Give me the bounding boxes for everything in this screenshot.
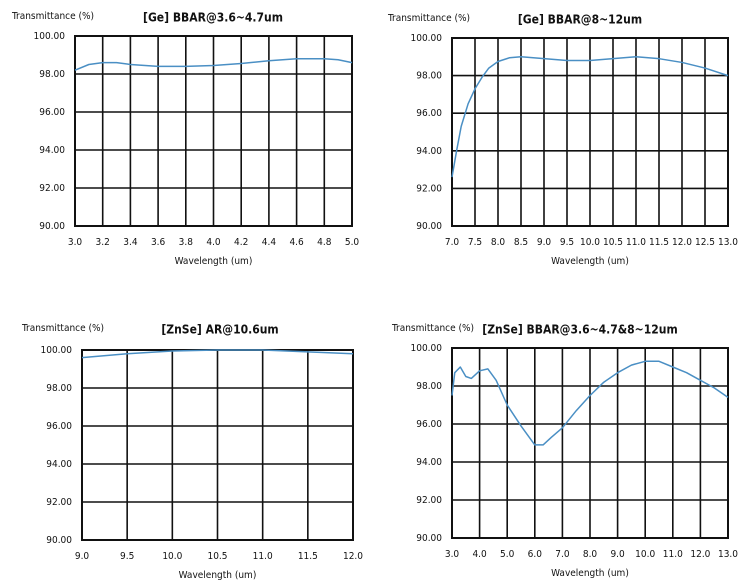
x-tick-label: 4.6 [289,237,304,248]
x-tick-label: 13.0 [718,549,738,560]
x-tick-label: 11.0 [663,549,683,560]
x-tick-label: 4.0 [472,549,487,560]
x-tick-label: 4.0 [206,237,221,248]
y-tick-label: 92.00 [416,495,442,506]
y-tick-label: 100.00 [411,343,443,354]
x-tick-label: 4.4 [262,237,277,248]
y-tick-label: 98.00 [416,381,442,392]
x-tick-label: 9.0 [537,237,552,248]
y-tick-label: 96.00 [46,421,72,432]
plot-frame [451,37,729,227]
y-tick-label: 100.00 [411,33,443,44]
y-axis-label: Transmittance (%) [391,323,474,334]
x-tick-label: 4.2 [234,237,248,248]
x-tick-label: 9.5 [560,237,574,248]
x-tick-label: 3.2 [96,237,110,248]
x-tick-label: 8.5 [514,237,528,248]
chart-title: [Ge] BBAR@3.6~4.7um [143,11,283,25]
plot-frame [451,347,729,539]
x-tick-label: 3.4 [123,237,138,248]
y-tick-label: 90.00 [416,533,442,544]
y-tick-label: 100.00 [34,31,66,42]
x-tick-label: 4.8 [317,237,332,248]
x-tick-label: 10.5 [603,237,623,248]
y-tick-label: 90.00 [39,221,65,232]
x-tick-label: 9.0 [610,549,625,560]
y-tick-label: 98.00 [416,71,442,82]
x-axis-label: Wavelength (um) [551,256,629,267]
chart-title: [ZnSe] AR@10.6um [161,323,278,337]
x-tick-label: 12.0 [690,549,710,560]
x-tick-label: 13.0 [718,237,738,248]
y-tick-label: 96.00 [416,108,442,119]
x-tick-label: 8.0 [491,237,506,248]
chart-title: [Ge] BBAR@8~12um [518,13,642,27]
x-tick-label: 7.0 [555,549,570,560]
y-tick-label: 98.00 [39,69,65,80]
x-tick-label: 10.0 [580,237,600,248]
y-axis-label: Transmittance (%) [21,323,104,334]
y-tick-label: 90.00 [416,221,442,232]
y-tick-label: 92.00 [416,183,442,194]
y-tick-label: 96.00 [416,419,442,430]
y-axis-label: Transmittance (%) [387,13,470,24]
x-axis-label: Wavelength (um) [551,568,629,579]
x-tick-label: 10.5 [207,551,227,562]
y-tick-label: 100.00 [41,345,73,356]
data-line [74,58,353,71]
x-tick-label: 7.0 [445,237,460,248]
y-tick-label: 90.00 [46,535,72,546]
x-tick-label: 11.5 [298,551,318,562]
x-tick-label: 10.0 [162,551,182,562]
data-line [451,360,729,446]
x-tick-label: 11.0 [626,237,646,248]
y-tick-label: 92.00 [46,497,72,508]
y-tick-label: 94.00 [46,459,72,470]
x-tick-label: 3.0 [445,549,460,560]
x-tick-label: 10.0 [635,549,655,560]
data-line [451,56,729,178]
y-axis-label: Transmittance (%) [11,11,94,22]
chart-title: [ZnSe] BBAR@3.6~4.7&8~12um [482,323,677,337]
x-tick-label: 6.0 [528,549,543,560]
y-tick-label: 98.00 [46,383,72,394]
x-tick-label: 12.5 [695,237,715,248]
x-tick-label: 11.0 [253,551,273,562]
x-tick-label: 9.0 [75,551,90,562]
y-tick-label: 94.00 [416,146,442,157]
x-tick-label: 9.5 [120,551,134,562]
x-axis-label: Wavelength (um) [179,570,257,580]
x-tick-label: 3.6 [151,237,166,248]
data-line [81,349,354,359]
plot-frame [74,35,353,227]
y-tick-label: 94.00 [416,457,442,468]
x-axis-label: Wavelength (um) [175,256,253,267]
x-tick-label: 12.0 [343,551,363,562]
x-tick-label: 11.5 [649,237,669,248]
x-tick-label: 5.0 [500,549,515,560]
x-tick-label: 7.5 [468,237,482,248]
y-tick-label: 94.00 [39,145,65,156]
y-tick-label: 96.00 [39,107,65,118]
y-tick-label: 92.00 [39,183,65,194]
x-tick-label: 5.0 [345,237,360,248]
x-tick-label: 8.0 [583,549,598,560]
x-tick-label: 3.8 [179,237,194,248]
x-tick-label: 12.0 [672,237,692,248]
x-tick-label: 3.0 [68,237,83,248]
